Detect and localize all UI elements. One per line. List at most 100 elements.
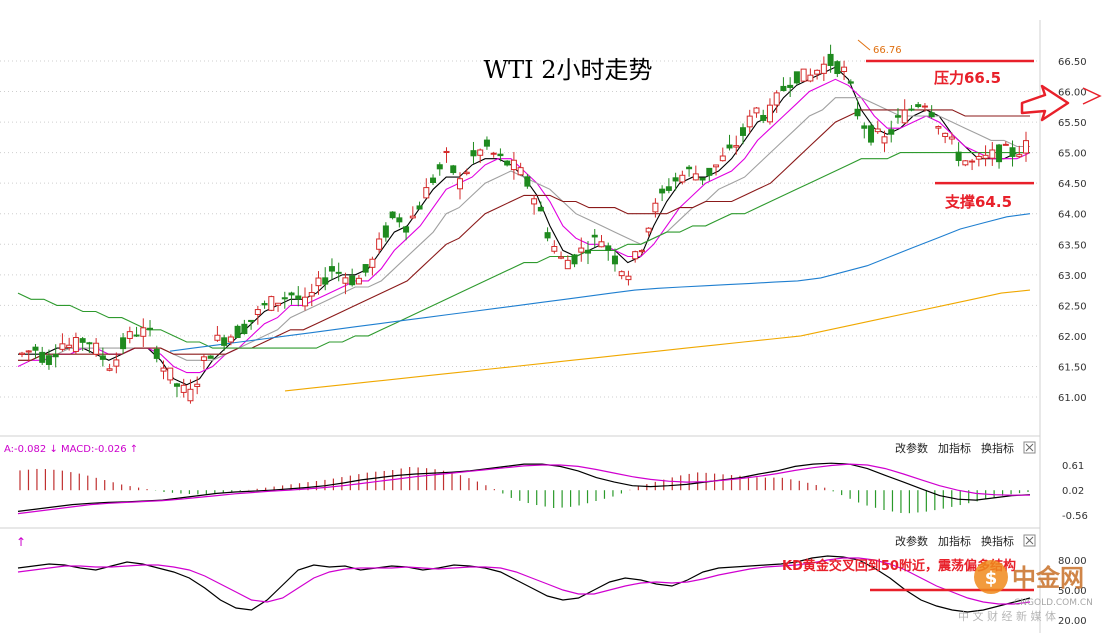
candle-body (409, 215, 416, 219)
candle-body (591, 234, 598, 238)
toolbar-button[interactable]: 改参数 (895, 534, 928, 548)
candle-body (268, 296, 275, 311)
candle-body (389, 211, 396, 219)
toolbar-button[interactable]: 换指标 (981, 534, 1014, 548)
candle-body (807, 74, 814, 82)
candle-body (180, 384, 187, 393)
kd-tick-label: 50.00 (1058, 586, 1087, 597)
candle-body (760, 114, 767, 121)
candle-body (524, 176, 531, 187)
macd-dea-line (17, 463, 1030, 515)
candle-body (288, 292, 295, 296)
candle-body (32, 346, 39, 351)
candle-body (52, 354, 59, 358)
candle-body (881, 136, 888, 144)
candle-body (295, 295, 302, 300)
candle-body (302, 296, 309, 307)
candle-body (645, 227, 652, 233)
y-tick-label: 63.50 (1058, 240, 1087, 251)
candle-body (254, 309, 261, 315)
candle-body (369, 258, 376, 268)
candle-body (746, 115, 753, 128)
kd-k-line (17, 555, 1031, 613)
candle-body (19, 352, 25, 355)
macd-y-axis: 0.61 0.02 -0.56 (1062, 461, 1088, 522)
candle-body (275, 302, 282, 306)
candle-body (450, 165, 457, 174)
candle-body (800, 68, 807, 82)
candle-body (490, 152, 497, 155)
candle-body (349, 275, 356, 286)
candle-body (955, 151, 962, 161)
candle-body (928, 112, 935, 118)
candle-body (430, 177, 437, 183)
candle-body (322, 277, 329, 285)
candle-body (908, 108, 915, 111)
y-tick-label: 64.00 (1058, 210, 1087, 221)
trend-arrow-icon (1020, 84, 1070, 122)
candle-body (672, 177, 679, 182)
candle-body (611, 255, 618, 265)
y-tick-label: 61.00 (1058, 393, 1087, 404)
candle-body (921, 105, 928, 108)
candle-body (558, 256, 565, 259)
watermark-url: CNGOLD.COM.CN (1014, 598, 1093, 608)
candle-body (214, 334, 221, 341)
candle-body (113, 359, 120, 367)
close-icon-glyph (1025, 536, 1034, 545)
macd-tick-label: -0.56 (1062, 511, 1088, 522)
candle-body (854, 108, 861, 117)
toolbar-button[interactable]: 改参数 (895, 441, 928, 455)
candle-body (551, 245, 558, 252)
toolbar-button[interactable]: 加指标 (938, 441, 971, 455)
candle-body (355, 277, 362, 285)
candle-body (713, 164, 720, 168)
candle-body (544, 232, 551, 239)
candle-body (847, 81, 854, 84)
kd-toolbar: 改参数 加指标 换指标 (895, 534, 1036, 548)
candle-body (834, 61, 841, 74)
candle-body (308, 292, 315, 297)
toolbar-button[interactable]: 加指标 (938, 534, 971, 548)
candle-body (99, 355, 106, 360)
ma-line (18, 97, 1030, 361)
candle-body (45, 355, 52, 365)
y-tick-label: 61.50 (1058, 362, 1087, 373)
macd-tick-label: 0.61 (1062, 461, 1084, 472)
candle-body (443, 150, 450, 153)
candle-body (935, 126, 942, 129)
candle-body (497, 153, 504, 157)
candle-body (962, 160, 969, 166)
candlesticks (19, 44, 1029, 404)
macd-histogram (19, 467, 1029, 514)
candle-body (342, 277, 349, 284)
candle-body (106, 368, 113, 371)
brand-logo-icon (974, 560, 1008, 594)
kd-lines (17, 555, 1031, 613)
close-icon-glyph (1025, 443, 1034, 452)
toolbar-button[interactable]: 换指标 (981, 441, 1014, 455)
candle-body (894, 115, 901, 118)
candle-body (403, 226, 410, 233)
candle-body (982, 154, 989, 159)
candle-body (66, 344, 73, 348)
candle-body (86, 342, 93, 345)
candle-body (120, 337, 127, 350)
kd-d-line (17, 557, 1031, 605)
candle-body (39, 351, 46, 363)
kd-tick-label: 20.00 (1058, 616, 1087, 627)
candle-body (753, 107, 760, 114)
candle-body (483, 139, 490, 147)
candle-body (598, 241, 605, 248)
candle-body (221, 337, 228, 346)
candle-body (423, 187, 430, 199)
candle-body (780, 85, 787, 91)
moving-average-lines (17, 66, 1031, 392)
candle-body (605, 245, 612, 251)
candle-body (652, 202, 659, 213)
candle-body (79, 338, 86, 343)
candle-body (699, 177, 706, 181)
candle-body (173, 383, 180, 387)
candle-body (948, 136, 955, 140)
